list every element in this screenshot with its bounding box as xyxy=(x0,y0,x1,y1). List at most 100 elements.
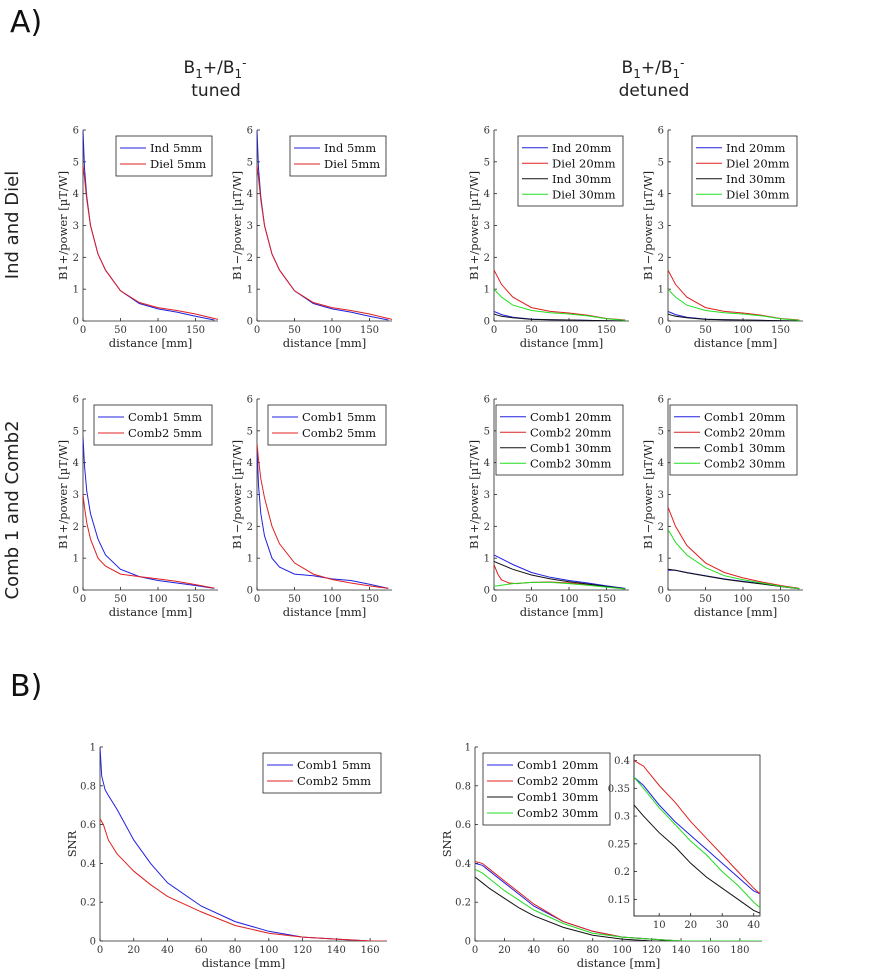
legend-entry: Comb1 5mm xyxy=(128,410,202,424)
y-tick-label: 6 xyxy=(247,395,253,406)
y-tick-label: 0 xyxy=(484,586,490,597)
y-axis-label: B1+/power [µT/W] xyxy=(56,171,70,280)
series-line-comb2-5mm xyxy=(83,494,215,589)
x-tick-label: 80 xyxy=(229,945,242,956)
series-line-ind-30mm xyxy=(494,313,626,321)
y-tick-label: 6 xyxy=(484,126,490,137)
x-tick-label: 50 xyxy=(288,594,301,605)
y-tick-label: 0 xyxy=(484,317,490,328)
y-tick-label: 3 xyxy=(247,221,253,232)
series-line-comb1-30mm xyxy=(668,568,800,590)
panel-label-b: B) xyxy=(10,669,42,704)
x-tick-label: 140 xyxy=(672,945,691,956)
x-tick-label: 50 xyxy=(288,325,301,336)
x-tick-label: 150 xyxy=(771,325,790,336)
x-tick-label: 100 xyxy=(259,945,278,956)
x-tick-label: 120 xyxy=(642,945,661,956)
x-tick-label: 100 xyxy=(148,325,167,336)
series-line-comb2-20mm xyxy=(475,861,762,941)
y-tick-label: 0 xyxy=(465,937,471,948)
y-tick-label: 0.2 xyxy=(614,867,630,878)
legend-entry: Diel 20mm xyxy=(552,156,616,170)
y-tick-label: 0.6 xyxy=(80,820,96,831)
y-tick-label: 0 xyxy=(247,586,253,597)
y-tick-label: 2 xyxy=(484,253,490,264)
y-tick-label: 2 xyxy=(658,522,664,533)
y-tick-label: 0 xyxy=(73,317,79,328)
legend-entry: Comb1 20mm xyxy=(517,758,598,772)
x-tick-label: 0 xyxy=(80,594,86,605)
y-tick-label: 0.4 xyxy=(614,756,630,767)
x-axis-label: distance [mm] xyxy=(109,336,193,350)
y-axis-label: B1+/power [µT/W] xyxy=(467,171,481,280)
x-tick-label: 0 xyxy=(491,325,497,336)
legend-entry: Comb2 20mm xyxy=(530,425,611,439)
y-tick-label: 6 xyxy=(484,395,490,406)
y-tick-label: 5 xyxy=(484,157,490,168)
legend-entry: Comb2 5mm xyxy=(128,426,202,440)
x-tick-label: 50 xyxy=(699,594,712,605)
legend-entry: Diel 20mm xyxy=(726,156,790,170)
y-tick-label: 6 xyxy=(73,395,79,406)
y-tick-label: 1 xyxy=(73,554,79,565)
legend-entry: Diel 30mm xyxy=(726,187,790,201)
series-line-comb2-5mm xyxy=(257,443,389,589)
x-tick-label: 50 xyxy=(114,325,127,336)
y-tick-label: 0 xyxy=(658,317,664,328)
x-tick-label: 150 xyxy=(597,325,616,336)
legend: Ind 5mm Diel 5mm xyxy=(289,135,387,177)
x-tick-label: 100 xyxy=(733,594,752,605)
x-tick-label: 0 xyxy=(665,594,671,605)
y-tick-label: 0.35 xyxy=(608,784,630,795)
legend-entry: Comb2 30mm xyxy=(704,456,785,470)
y-tick-label: 1 xyxy=(73,285,79,296)
y-tick-label: 1 xyxy=(465,743,471,754)
y-tick-label: 2 xyxy=(658,253,664,264)
row-label-comb: Comb 1 and Comb2 xyxy=(2,420,23,599)
x-tick-label: 180 xyxy=(730,945,749,956)
y-tick-label: 5 xyxy=(247,426,253,437)
series-line-comb1-30mm xyxy=(494,560,626,590)
series-line-comb2-30mm xyxy=(494,581,626,590)
y-tick-label: 2 xyxy=(247,253,253,264)
x-tick-label: 150 xyxy=(360,325,379,336)
x-tick-label: 50 xyxy=(114,594,127,605)
y-tick-label: 5 xyxy=(484,426,490,437)
legend: Ind 5mm Diel 5mm xyxy=(115,135,213,177)
legend-entry: Comb2 5mm xyxy=(297,774,371,788)
y-tick-label: 4 xyxy=(658,189,664,200)
chart-b2_inset: 0.15 0.2 0.25 0.3 0.35 0.4 10 20 30 40 xyxy=(608,754,761,931)
y-tick-label: 3 xyxy=(484,490,490,501)
y-tick-label: 1 xyxy=(484,285,490,296)
legend-box xyxy=(93,404,213,446)
y-tick-label: 0.3 xyxy=(614,812,630,823)
y-tick-label: 0.8 xyxy=(80,781,96,792)
y-axis-label: SNR xyxy=(440,830,454,857)
legend-entry: Diel 5mm xyxy=(150,157,206,171)
y-axis-label: SNR xyxy=(65,830,79,857)
y-tick-label: 3 xyxy=(658,490,664,501)
y-tick-label: 2 xyxy=(73,253,79,264)
x-tick-label: 150 xyxy=(771,594,790,605)
y-tick-label: 5 xyxy=(658,426,664,437)
y-tick-label: 5 xyxy=(658,157,664,168)
legend: Comb1 5mm Comb2 5mm xyxy=(262,752,382,794)
legend-box xyxy=(267,404,387,446)
x-tick-label: 0 xyxy=(80,325,86,336)
y-tick-label: 4 xyxy=(484,189,490,200)
y-tick-label: 1 xyxy=(90,743,96,754)
series-line-comb2-30mm xyxy=(475,868,762,941)
column-heading-detuned-line2: detuned xyxy=(619,81,690,101)
x-tick-label: 0 xyxy=(491,594,497,605)
y-tick-label: 5 xyxy=(73,157,79,168)
series-line-comb2-20mm xyxy=(668,507,800,589)
x-tick-label: 150 xyxy=(597,594,616,605)
legend-box xyxy=(262,752,382,794)
